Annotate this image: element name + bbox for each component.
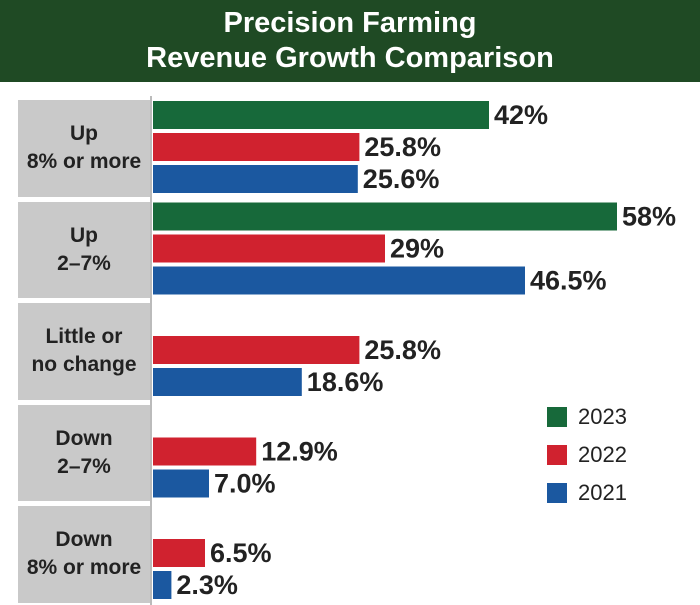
category-label: Little or no change: [18, 303, 150, 400]
bar: [153, 368, 302, 396]
bar: [153, 101, 489, 129]
bar: [153, 234, 385, 263]
value-label: 18.6%: [307, 367, 384, 397]
bar: [153, 539, 205, 567]
bar: [153, 469, 209, 498]
bar: [153, 266, 525, 295]
category-label: Up 2–7%: [18, 201, 150, 298]
bar: [153, 571, 172, 599]
bar: [153, 336, 360, 364]
legend-label: 2021: [578, 480, 627, 505]
category-label: Up 8% or more: [18, 100, 150, 197]
bar: [153, 165, 358, 193]
legend-label: 2023: [578, 404, 627, 429]
legend-swatch: [547, 483, 567, 503]
value-label: 2.3%: [176, 570, 238, 600]
legend-swatch: [547, 407, 567, 427]
category-label: Down 2–7%: [18, 404, 150, 501]
value-label: 25.8%: [364, 335, 441, 365]
legend-label: 2022: [578, 442, 627, 467]
bar: [153, 202, 617, 231]
legend-swatch: [547, 445, 567, 465]
value-label: 42%: [494, 100, 548, 130]
value-label: 46.5%: [530, 266, 607, 296]
value-label: 12.9%: [261, 437, 338, 467]
value-label: 25.8%: [364, 132, 441, 162]
value-label: 29%: [390, 234, 444, 264]
value-label: 6.5%: [210, 538, 272, 568]
value-label: 7.0%: [214, 469, 276, 499]
value-label: 25.6%: [363, 164, 440, 194]
category-label: Down 8% or more: [18, 506, 150, 603]
bar: [153, 437, 257, 466]
bar: [153, 133, 360, 161]
chart-title: Precision Farming Revenue Growth Compari…: [0, 0, 700, 82]
value-label: 58%: [622, 202, 676, 232]
